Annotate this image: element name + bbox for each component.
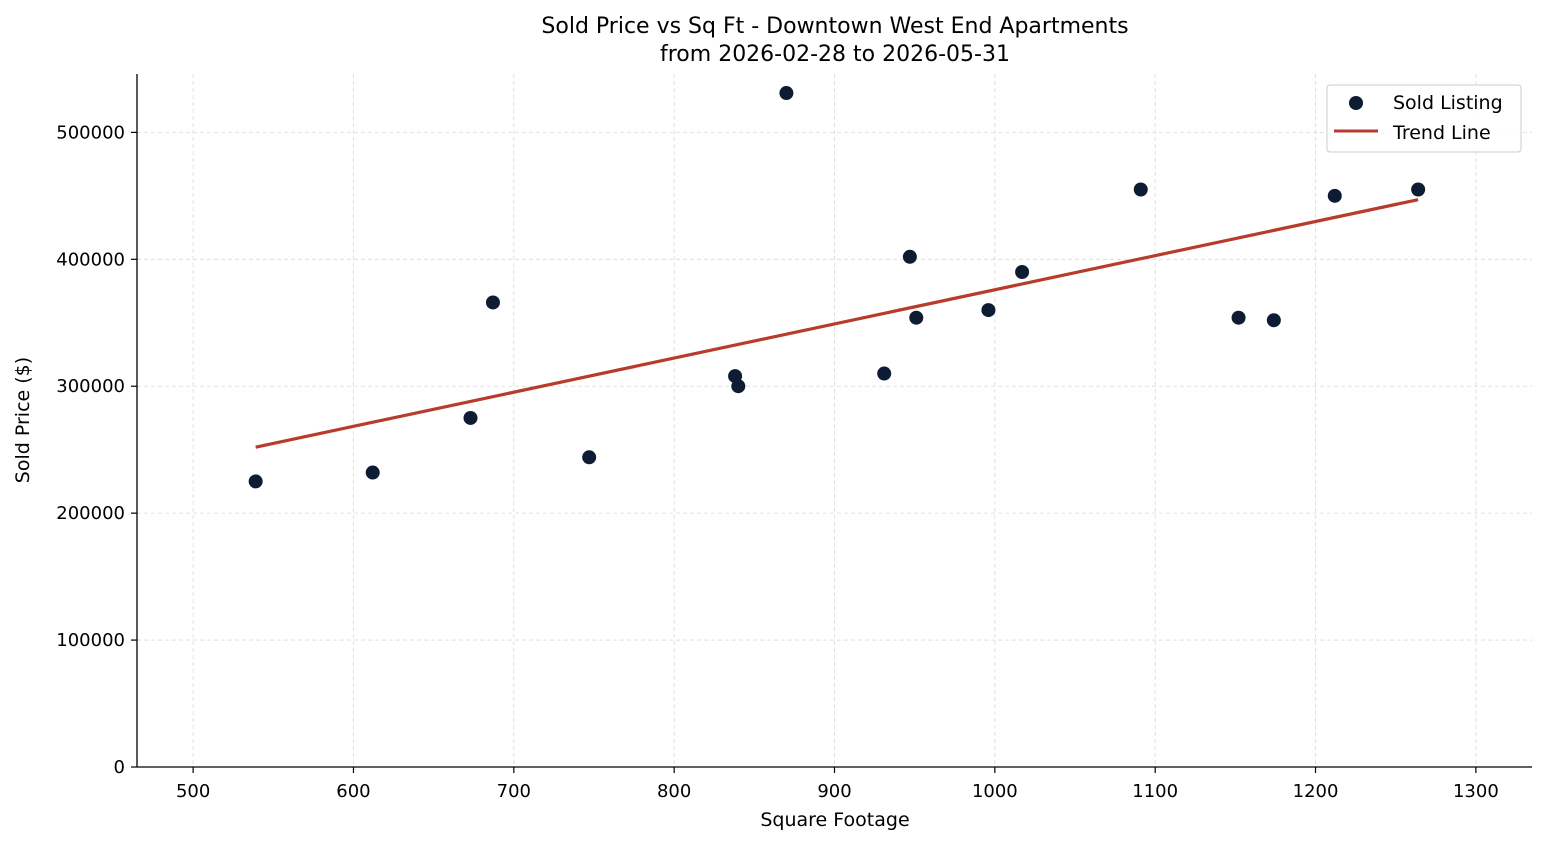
- data-point: [877, 366, 892, 381]
- data-point: [463, 410, 478, 425]
- y-tick-label: 300000: [56, 376, 125, 397]
- data-point: [1327, 188, 1342, 203]
- data-point: [1266, 313, 1281, 328]
- legend-frame: [1326, 84, 1522, 153]
- x-tick-label: 600: [336, 781, 370, 802]
- chart-title: Sold Price vs Sq Ft - Downtown West End …: [541, 14, 1128, 39]
- y-tick-label: 400000: [56, 249, 125, 270]
- x-tick-label: 700: [497, 781, 531, 802]
- x-tick-label: 800: [657, 781, 691, 802]
- data-point: [981, 303, 996, 318]
- x-tick-label: 1100: [1132, 781, 1178, 802]
- legend-marker-sold-listing: [1349, 96, 1363, 110]
- data-point: [1411, 182, 1426, 197]
- data-point: [248, 474, 263, 489]
- data-point: [1015, 265, 1030, 279]
- y-tick-label: 0: [114, 757, 125, 778]
- data-point: [902, 249, 917, 264]
- chart-subtitle: from 2026-02-28 to 2026-05-31: [660, 42, 1010, 67]
- trend-line-layer: [255, 198, 1419, 449]
- scatter-points: [248, 86, 1426, 489]
- y-tick-label: 100000: [56, 630, 125, 651]
- trend-line: [255, 198, 1419, 449]
- legend-label-sold-listing: Sold Listing: [1393, 92, 1503, 114]
- x-axis-label: Square Footage: [760, 809, 909, 831]
- y-ticks: 0 100000 200000 300000 400000 500000: [56, 122, 137, 778]
- x-ticks: 500 600 700 800 900 1000 1100 1200 1300: [176, 767, 1499, 802]
- data-point: [731, 379, 746, 394]
- legend: Sold Listing Trend Line: [1326, 84, 1522, 153]
- x-tick-label: 1200: [1293, 781, 1339, 802]
- data-point: [779, 86, 794, 101]
- data-point: [1231, 310, 1246, 325]
- grid: [137, 74, 1532, 768]
- y-tick-label: 200000: [56, 503, 125, 524]
- x-tick-label: 1000: [972, 781, 1018, 802]
- x-tick-label: 900: [817, 781, 851, 802]
- x-tick-label: 500: [176, 781, 210, 802]
- data-point: [365, 465, 380, 480]
- data-point: [582, 450, 597, 465]
- y-axis-label: Sold Price ($): [12, 357, 34, 483]
- y-tick-label: 500000: [56, 122, 125, 143]
- data-point: [1133, 182, 1148, 197]
- data-point: [485, 295, 500, 310]
- data-point: [909, 310, 924, 325]
- legend-label-trend-line: Trend Line: [1392, 122, 1491, 144]
- x-tick-label: 1300: [1453, 781, 1499, 802]
